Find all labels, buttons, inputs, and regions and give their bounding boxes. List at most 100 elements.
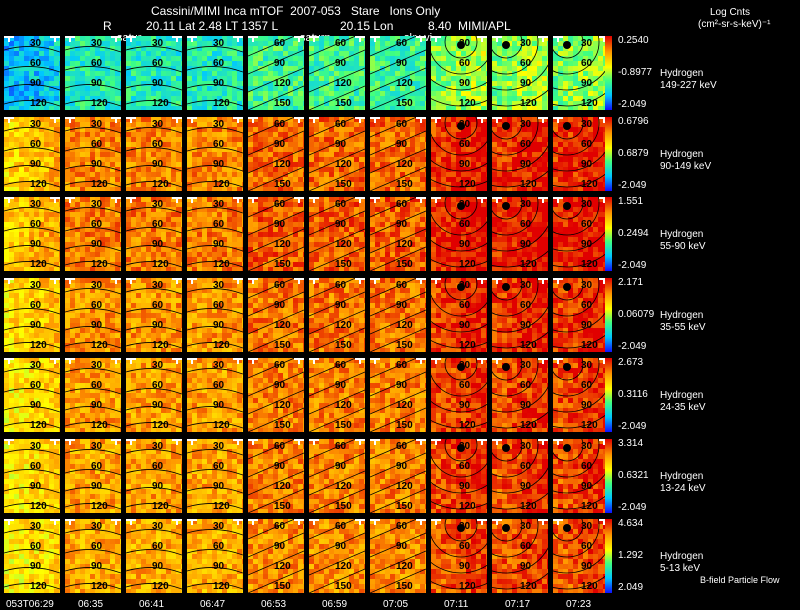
heatmap-cell [339,51,344,56]
heatmap-cell [4,71,9,76]
heatmap-cell [497,127,502,132]
heatmap-cell [9,162,14,167]
heatmap-cell [70,132,75,137]
heatmap-cell [65,162,70,167]
heatmap-cell [232,177,237,182]
heatmap-cell [136,142,141,147]
heatmap-cell [9,172,14,177]
heatmap-cell [85,36,90,41]
heatmap-cell [420,172,425,177]
contour-label: 90 [30,239,42,250]
heatmap-cell [115,177,120,182]
heatmap-cell [268,187,273,191]
heatmap-cell [573,46,578,51]
heatmap-cell [309,157,314,162]
heatmap-cell [573,157,578,162]
heatmap-cell [146,152,151,157]
heatmap-cell [171,232,176,237]
heatmap-cell [481,96,486,101]
heatmap-cell [75,96,80,101]
heatmap-cell [9,142,14,147]
heatmap-cell [192,142,197,147]
heatmap-cell [532,122,537,127]
heatmap-cell [303,152,304,157]
heatmap-cell [415,91,420,96]
heatmap-cell [329,91,334,96]
heatmap-cell [293,262,298,267]
heatmap-cell [54,267,59,271]
heatmap-cell [237,177,242,182]
heatmap-cell [136,132,141,137]
heatmap-cell [217,252,222,257]
heatmap-cell [70,232,75,237]
heatmap-cell [349,66,354,71]
heatmap-cell [217,51,222,56]
heatmap-cell [192,217,197,222]
heatmap-cell [24,252,29,257]
contour-label: 150 [396,179,413,190]
contour-label: 90 [396,139,408,150]
heatmap-cell [364,237,365,242]
heatmap-cell [146,41,151,46]
heatmap-cell [19,61,24,66]
heatmap-cell [59,106,60,110]
heatmap-cell [364,91,365,96]
heatmap-cell [431,187,436,191]
heatmap-cell [497,142,502,147]
heatmap-cell [415,56,420,61]
heatmap-cell [24,137,29,142]
heatmap-cell [263,247,268,252]
heatmap-cell [502,137,507,142]
heatmap-cell [573,117,578,122]
heatmap-cell [29,172,34,177]
heatmap-cell [364,71,365,76]
heatmap-cell [9,212,14,217]
heatmap-cell [4,157,9,162]
heatmap-cell [207,197,212,202]
heatmap-cell [207,106,212,110]
heatmap-cell [268,91,273,96]
heatmap-cell [126,177,131,182]
heatmap-cell [558,127,563,132]
heatmap-cell [283,212,288,217]
contour-label: 60 [30,139,42,150]
heatmap-cell [354,252,359,257]
heatmap-cell [171,222,176,227]
contour-label: 60 [581,58,593,69]
heatmap-cell [258,162,263,167]
heatmap-cell [166,117,171,122]
heatmap-cell [19,237,24,242]
heatmap-cell [141,86,146,91]
heatmap-cell [44,157,49,162]
heatmap-cell [415,137,420,142]
heatmap-cell [502,147,507,152]
heatmap-cell [502,182,507,187]
heatmap-cell [85,56,90,61]
heatmap-cell [380,81,385,86]
heatmap-cell [19,132,24,137]
heatmap-cell [553,157,558,162]
heatmap-cell [19,217,24,222]
heatmap-cell [29,91,34,96]
heatmap-cell [248,237,253,242]
heatmap-cell [568,81,573,86]
heatmap-cell [237,252,242,257]
heatmap-cell [364,217,365,222]
heatmap-cell [242,106,243,110]
heatmap-cell [319,162,324,167]
heatmap-cell [75,51,80,56]
heatmap-cell [329,237,334,242]
heatmap-cell [24,212,29,217]
heatmap-cell [4,232,9,237]
heatmap-cell [146,81,151,86]
heatmap-cell [553,177,558,182]
heatmap-cell [120,202,121,207]
heatmap-cell [222,152,227,157]
heatmap-cell [507,96,512,101]
heatmap-cell [547,122,548,127]
heatmap-cell [181,187,182,191]
heatmap-cell [75,157,80,162]
heatmap-cell [80,61,85,66]
contour-label: 60 [335,38,347,49]
